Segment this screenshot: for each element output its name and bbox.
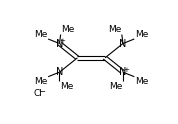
Text: Me: Me: [109, 82, 122, 91]
Text: Me: Me: [135, 77, 148, 86]
Text: Me: Me: [135, 30, 148, 39]
Text: Me: Me: [60, 82, 74, 91]
Text: Me: Me: [61, 25, 75, 34]
Text: +: +: [123, 67, 129, 73]
Text: Cl: Cl: [33, 89, 42, 98]
Text: Me: Me: [108, 25, 121, 34]
Text: +: +: [60, 38, 66, 44]
Text: N: N: [56, 67, 63, 77]
Text: Me: Me: [34, 30, 48, 39]
Text: −: −: [38, 87, 45, 96]
Text: N: N: [56, 39, 63, 48]
Text: N: N: [119, 39, 127, 48]
Text: Me: Me: [34, 77, 48, 86]
Text: N: N: [119, 67, 127, 77]
